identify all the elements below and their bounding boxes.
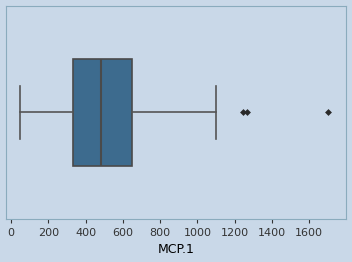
X-axis label: MCP.1: MCP.1 bbox=[158, 243, 194, 256]
PathPatch shape bbox=[73, 59, 132, 166]
